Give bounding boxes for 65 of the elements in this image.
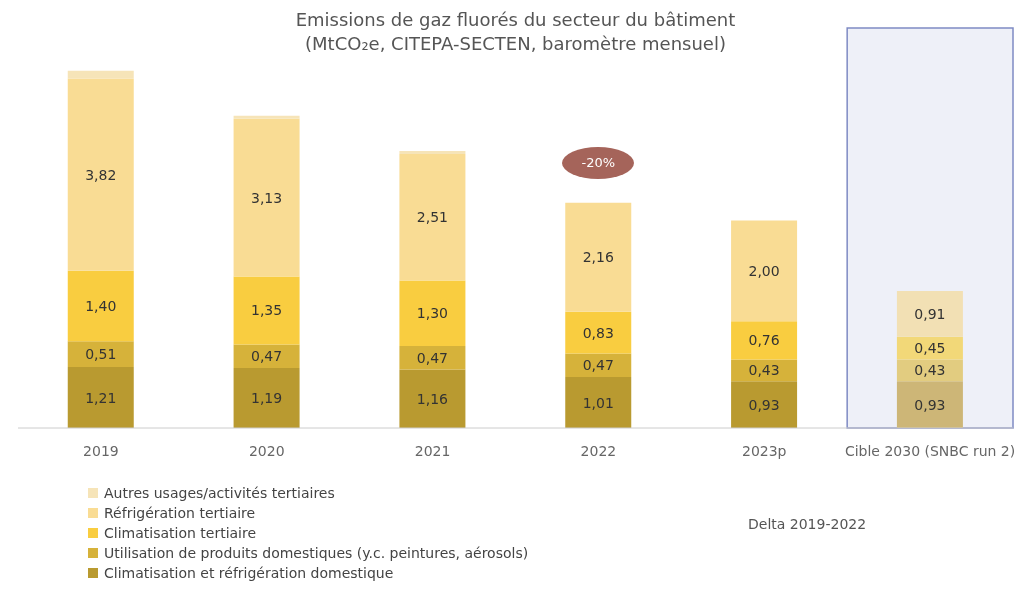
bar [565,377,632,428]
text: Delta 2019-2022 [748,516,867,532]
bar [399,369,466,428]
bar [67,270,134,342]
data-label: 2,16 [582,249,614,266]
bar [896,381,963,428]
bar [233,344,300,369]
bar [67,78,134,271]
chart-subtitle: (MtCO₂e, CITEPA-SECTEN, baromètre mensuel) [304,32,727,56]
bar [233,276,300,345]
x-tick-label: 2020 [248,442,285,459]
bar [731,220,798,322]
data-label: 3,82 [85,166,117,183]
x-tick-label: 2021 [414,442,451,459]
legend-label: Réfrigération tertiaire [103,504,257,523]
data-label: 1,01 [582,394,614,411]
data-label: 1,35 [251,302,283,319]
data-label: 0,76 [748,332,780,349]
legend-label: Autres usages/activités tertiaires [103,484,336,503]
bar [67,367,134,428]
bar [399,280,466,346]
bar [399,150,466,154]
data-label: 0,91 [914,305,946,322]
data-label: 0,47 [251,348,283,365]
bar [399,345,466,370]
data-label: 2,00 [748,262,780,279]
x-tick-label: 2023p [741,442,787,459]
bar [399,153,466,281]
data-label: 0,47 [416,349,448,366]
bar [565,353,632,378]
data-label: 0,43 [748,362,780,379]
bar [67,341,134,368]
data-label: 1,19 [251,390,283,407]
bar [731,359,798,382]
data-label: 0,93 [914,396,946,413]
data-label: 0,93 [748,396,780,413]
legend-label: Climatisation tertiaire [103,524,258,543]
data-label: 0,83 [582,324,614,341]
data-label: 1,16 [416,390,449,407]
legend-label: Climatisation et réfrigération domestique [103,564,395,583]
bar [233,115,300,119]
x-tick-label: 2019 [83,442,119,459]
bar [565,311,632,354]
bar [233,118,300,277]
legend-label: Utilisation de produits domestiques (y.c. peintures, aérosols) [103,544,529,563]
bar [565,202,632,312]
data-label: 3,13 [251,189,283,206]
data-label: 2,51 [416,209,448,226]
data-label: 0,43 [914,362,946,379]
data-label: 0,45 [914,340,946,357]
data-label: 0,51 [85,346,117,363]
annotation: -20% [562,146,635,179]
bar [233,368,300,428]
bar [67,70,134,79]
bar [731,381,798,428]
chart-title: Emissions de gaz fluorés du secteur du bâtiment [294,8,737,32]
data-label: 0,47 [582,357,614,374]
bar [731,321,798,360]
data-label: 1,21 [85,389,117,406]
data-label: 1,40 [85,298,117,315]
data-label: 1,30 [416,305,448,322]
x-tick-label: 2022 [580,442,617,459]
x-tick-label: Cible 2030 (SNBC run 2) [844,442,1016,459]
bar [896,290,963,337]
bar [896,359,963,382]
